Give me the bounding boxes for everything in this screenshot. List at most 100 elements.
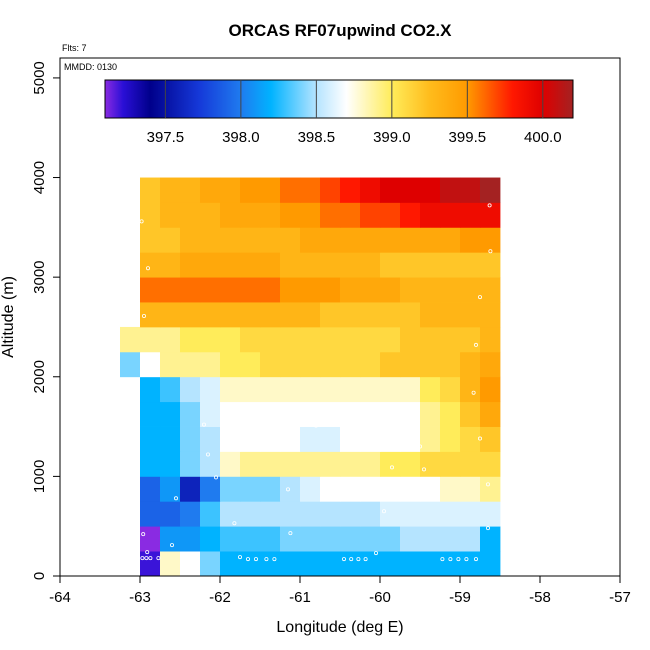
heatmap-cell	[380, 277, 401, 303]
heatmap-cell	[240, 476, 261, 502]
heatmap-cell	[480, 526, 501, 552]
heatmap-cell	[300, 526, 321, 552]
heatmap-cell	[380, 177, 401, 203]
observation-point	[389, 465, 394, 470]
heatmap-cell	[320, 401, 341, 427]
heatmap-cell	[340, 326, 361, 353]
heatmap-cell	[440, 451, 461, 477]
heatmap-cell	[420, 501, 441, 527]
heatmap-cell	[400, 451, 421, 477]
heatmap-cell	[400, 476, 421, 502]
heatmap-cell	[220, 227, 241, 253]
heatmap-cell	[140, 526, 161, 552]
observation-point	[473, 557, 478, 562]
heatmap-cell	[360, 501, 381, 527]
y-tick-label: 4000	[31, 161, 48, 194]
heatmap-cell	[220, 476, 241, 502]
heatmap-cell	[200, 202, 221, 228]
heatmap-cell	[360, 476, 381, 502]
heatmap-cell	[240, 277, 261, 303]
x-tick-label: -64	[49, 589, 71, 606]
heatmap-cell	[320, 252, 341, 278]
observation-point	[456, 557, 461, 562]
heatmap-cell	[400, 326, 421, 353]
heatmap-cell	[440, 501, 461, 527]
heatmap-cell	[220, 501, 241, 527]
heatmap-cell	[480, 401, 501, 427]
heatmap-cell	[300, 426, 321, 452]
heatmap-cell	[140, 376, 161, 403]
heatmap-cell	[320, 277, 341, 303]
heatmap-cell	[440, 476, 461, 502]
colorbar-tick-label: 398.0	[222, 129, 260, 146]
heatmap-cell	[420, 302, 441, 328]
heatmap-cell	[200, 476, 221, 502]
observation-point	[381, 509, 386, 514]
observation-point	[288, 531, 293, 536]
heatmap-cell	[280, 451, 301, 477]
heatmap-cell	[300, 252, 321, 278]
heatmap-cell	[140, 551, 161, 577]
heatmap-cell	[440, 551, 461, 577]
heatmap-cell	[160, 476, 181, 502]
y-axis: 0 1000 2000 3000 4000 5000	[31, 61, 60, 580]
heatmap-cell	[360, 376, 381, 403]
observation-point	[245, 557, 250, 562]
heatmap-cell	[280, 227, 301, 253]
heatmap-cell	[240, 401, 261, 427]
heatmap-cell	[160, 326, 181, 353]
heatmap-cell	[420, 326, 441, 353]
observation-point	[464, 557, 469, 562]
heatmap-cell	[340, 277, 361, 303]
heatmap-cell	[200, 501, 221, 527]
heatmap-cell	[460, 202, 481, 228]
heatmap-cell	[220, 326, 241, 353]
heatmap-cell	[340, 526, 361, 552]
heatmap-cell	[280, 476, 301, 502]
heatmap-cell	[140, 401, 161, 427]
heatmap-cell	[380, 302, 401, 328]
observation-point	[140, 556, 145, 561]
observation-point	[281, 416, 286, 421]
heatmap-cell	[440, 401, 461, 427]
heatmap-cell	[300, 501, 321, 527]
chart-title: ORCAS RF07upwind CO2.X	[229, 21, 453, 40]
heatmap-cell	[180, 401, 201, 427]
x-tick-label: -59	[449, 589, 471, 606]
heatmap-cell	[480, 426, 501, 452]
heatmap-cell	[260, 302, 281, 328]
observation-point	[120, 451, 125, 456]
observation-point	[139, 219, 144, 224]
x-tick-label: -60	[369, 589, 391, 606]
observation-points	[120, 203, 493, 562]
heatmap-cell	[460, 426, 481, 452]
heatmap-cell	[200, 451, 221, 477]
heatmap-cell	[440, 426, 461, 452]
heatmap-cell	[300, 277, 321, 303]
heatmap-cell	[140, 202, 161, 228]
heatmap-cell	[180, 202, 201, 228]
observation-point	[477, 436, 482, 441]
heatmap-cell	[280, 277, 301, 303]
x-tick-label: -62	[209, 589, 231, 606]
heatmap-cell	[180, 376, 201, 403]
heatmap-cell	[280, 376, 301, 403]
colorbar-tick-label: 399.0	[373, 129, 411, 146]
heatmap-cell	[280, 302, 301, 328]
heatmap-cell	[260, 501, 281, 527]
observation-point	[141, 532, 146, 537]
heatmap-cell	[160, 451, 181, 477]
x-tick-label: -57	[609, 589, 631, 606]
heatmap-cell	[220, 426, 241, 452]
heatmap-cell	[380, 202, 401, 228]
heatmap-cell	[400, 401, 421, 427]
y-tick-label: 0	[31, 572, 48, 580]
heatmap-cell	[260, 551, 281, 577]
heatmap-cell	[120, 326, 141, 353]
heatmap-cell	[220, 302, 241, 328]
heatmap-cell	[440, 302, 461, 328]
heatmap-cell	[420, 401, 441, 427]
heatmap-cell	[200, 227, 221, 253]
observation-point	[356, 557, 361, 562]
